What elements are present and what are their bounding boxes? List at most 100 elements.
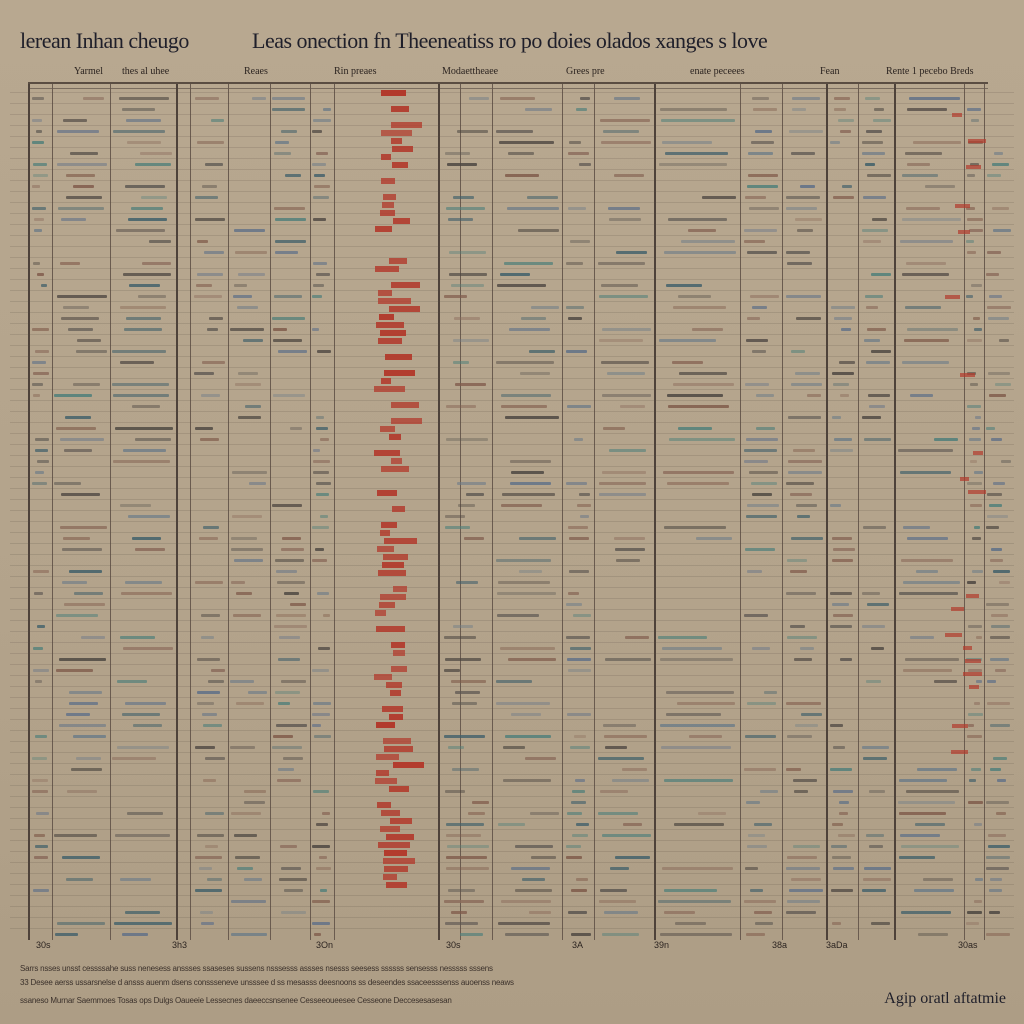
table-cell-mark xyxy=(515,845,553,848)
table-cell-mark xyxy=(274,295,302,298)
table-cell-mark xyxy=(505,174,539,177)
table-cell-mark xyxy=(622,768,647,771)
table-cell-mark xyxy=(35,680,42,683)
table-cell-mark xyxy=(317,592,329,595)
table-cell-mark xyxy=(744,240,765,243)
column-footer-number: 3A xyxy=(572,940,584,950)
column-footer-number: 39n xyxy=(654,940,670,950)
column-divider xyxy=(782,84,783,940)
table-cell-mark xyxy=(275,251,298,254)
table-cell-mark xyxy=(969,438,981,441)
table-cell-mark xyxy=(987,702,1010,705)
table-cell-mark xyxy=(277,581,305,584)
table-cell-mark xyxy=(748,834,765,837)
table-cell-mark xyxy=(787,735,812,738)
table-cell-mark xyxy=(971,768,981,771)
table-row-rule xyxy=(10,466,1014,467)
table-cell-mark xyxy=(970,163,979,166)
table-cell-mark xyxy=(570,746,590,749)
highlight-cell xyxy=(390,818,412,824)
table-cell-mark xyxy=(36,130,42,133)
table-cell-mark xyxy=(976,636,982,639)
table-cell-mark xyxy=(120,504,151,507)
table-cell-mark xyxy=(510,482,551,485)
table-cell-mark xyxy=(278,658,300,661)
table-cell-mark xyxy=(662,647,722,650)
table-cell-mark xyxy=(668,405,729,408)
table-cell-mark xyxy=(747,845,767,848)
table-cell-mark xyxy=(505,735,551,738)
table-cell-mark xyxy=(73,383,100,386)
table-cell-mark xyxy=(63,306,89,309)
table-cell-mark xyxy=(1001,460,1011,463)
table-cell-mark xyxy=(71,768,102,771)
table-cell-mark xyxy=(313,284,324,287)
highlight-cell xyxy=(391,402,419,408)
table-cell-mark xyxy=(987,515,1008,518)
table-cell-mark xyxy=(833,383,849,386)
table-cell-mark xyxy=(320,515,328,518)
table-row-rule xyxy=(10,620,1014,621)
table-cell-mark xyxy=(316,867,331,870)
table-cell-mark xyxy=(33,163,47,166)
column-header: Rin preaes xyxy=(334,66,377,77)
table-cell-mark xyxy=(60,438,104,441)
table-cell-mark xyxy=(833,867,854,870)
table-row-rule xyxy=(10,928,1014,929)
table-cell-mark xyxy=(312,130,322,133)
highlight-cell xyxy=(391,666,407,672)
table-cell-mark xyxy=(113,460,170,463)
table-cell-mark xyxy=(976,680,982,683)
table-row-rule xyxy=(10,136,1014,137)
table-cell-mark xyxy=(905,152,942,155)
table-cell-mark xyxy=(871,922,890,925)
table-cell-mark xyxy=(866,130,882,133)
table-cell-mark xyxy=(195,97,219,100)
table-cell-mark xyxy=(120,361,154,364)
table-cell-mark xyxy=(874,108,884,111)
table-cell-mark xyxy=(33,372,49,375)
column-footer-number: 30s xyxy=(36,940,51,950)
highlight-cell xyxy=(384,370,415,376)
table-cell-mark xyxy=(445,922,478,925)
table-cell-mark xyxy=(195,427,213,430)
table-cell-mark xyxy=(120,878,151,881)
table-cell-mark xyxy=(987,174,1001,177)
table-cell-mark xyxy=(69,691,102,694)
column-divider xyxy=(110,84,111,940)
table-cell-mark xyxy=(451,680,486,683)
table-cell-mark xyxy=(966,240,974,243)
table-cell-mark xyxy=(272,504,302,507)
table-cell-mark xyxy=(69,570,102,573)
highlight-cell xyxy=(374,450,400,456)
table-cell-mark xyxy=(967,174,975,177)
table-row-rule xyxy=(10,334,1014,335)
table-cell-mark xyxy=(507,207,559,210)
table-cell-mark xyxy=(312,163,326,166)
highlight-cell xyxy=(378,570,406,576)
table-cell-mark xyxy=(76,757,101,760)
table-cell-mark xyxy=(243,339,263,342)
table-row-rule xyxy=(10,543,1014,544)
table-cell-mark xyxy=(197,702,214,705)
table-row-rule xyxy=(10,92,1014,93)
table-cell-mark xyxy=(864,339,880,342)
table-cell-mark xyxy=(795,724,818,727)
table-row-rule xyxy=(10,477,1014,478)
table-cell-mark xyxy=(862,416,881,419)
table-cell-mark xyxy=(312,845,330,848)
table-cell-mark xyxy=(202,361,225,364)
table-cell-mark xyxy=(867,174,891,177)
table-cell-mark xyxy=(971,119,979,122)
table-cell-mark xyxy=(903,581,960,584)
table-cell-mark xyxy=(801,713,822,716)
table-cell-mark xyxy=(833,746,845,749)
table-cell-mark xyxy=(67,790,97,793)
table-cell-mark xyxy=(974,702,980,705)
table-cell-mark xyxy=(323,108,331,111)
table-cell-mark xyxy=(833,614,853,617)
table-cell-mark xyxy=(867,603,889,606)
column-divider xyxy=(460,84,461,940)
table-cell-mark xyxy=(568,911,587,914)
table-cell-mark xyxy=(112,383,169,386)
